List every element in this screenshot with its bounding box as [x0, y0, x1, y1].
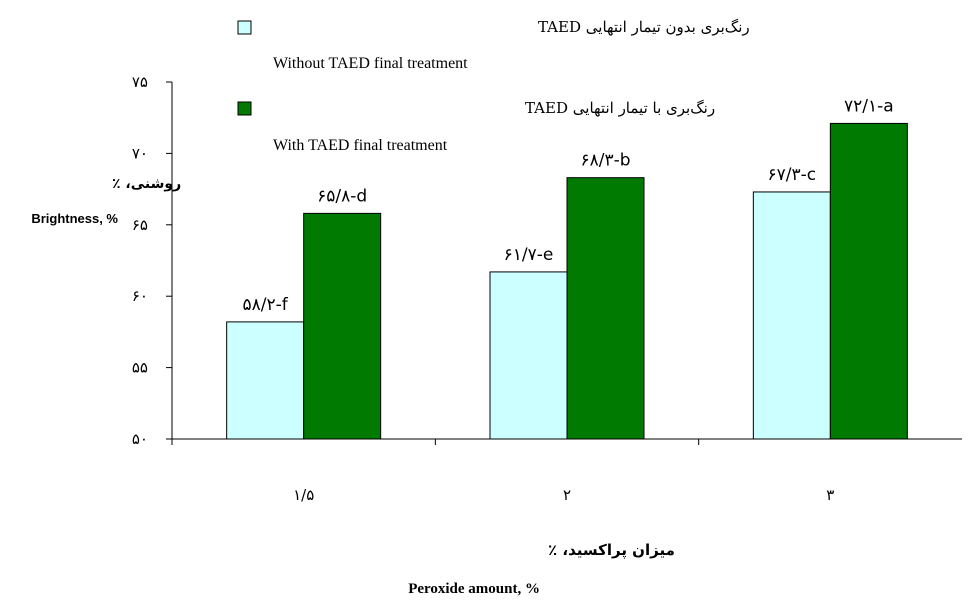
y-axis-title-en: Brightness, % — [31, 211, 118, 226]
y-tick-label: ۶۰ — [132, 287, 148, 305]
x-ticks — [171, 439, 700, 445]
bar-value-label: ۷۲/۱-a — [844, 96, 894, 116]
y-ticks: ۵۰ ۵۵ ۶۰ ۶۵ ۷۰ ۷۵ — [132, 73, 172, 448]
bars — [226, 122, 908, 440]
bar-value-label: ۶۵/۸-d — [317, 186, 367, 206]
bar-without-2 — [752, 191, 831, 440]
bar-value-label: ۶۱/۷-e — [504, 245, 554, 265]
x-category-label: ۱/۵ — [293, 486, 314, 504]
y-axis-title-fa: روشنی، ٪ — [112, 176, 181, 192]
legend: رنگ‌بری بدون تیمار انتهایی TAED Without … — [237, 18, 750, 154]
legend-label-with-fa: رنگ‌بری با تیمار انتهایی TAED — [525, 99, 715, 117]
legend-swatch-with — [237, 101, 252, 116]
x-category-label: ۲ — [563, 486, 571, 504]
y-tick-label: ۷۰ — [132, 144, 148, 162]
y-tick-label: ۶۵ — [132, 216, 148, 234]
bar-value-label: ۵۸/۲-f — [243, 295, 289, 315]
bar-labels: ۵۸/۲-f ۶۵/۸-d ۶۱/۷-e ۶۸/۳-b ۶۷/۳-c ۷۲/۱-a — [243, 96, 894, 314]
legend-label-without-en: Without TAED final treatment — [273, 55, 468, 72]
bar-with-2 — [829, 122, 908, 440]
bar-with-0 — [303, 212, 382, 440]
y-tick-label: ۷۵ — [132, 73, 148, 91]
y-tick-label: ۵۵ — [132, 359, 148, 377]
bar-value-label: ۶۷/۳-c — [768, 165, 817, 185]
x-category-labels: ۱/۵ ۲ ۳ — [293, 486, 834, 504]
bar-with-1 — [566, 177, 645, 440]
x-axis-title-fa: میزان پراکسید، ٪ — [548, 541, 675, 560]
legend-swatch-without — [237, 20, 252, 35]
bar-without-0 — [226, 321, 305, 440]
legend-label-with-en: With TAED final treatment — [273, 137, 448, 154]
y-tick-label: ۵۰ — [132, 430, 148, 448]
x-axis-title-en: Peroxide amount, % — [408, 581, 540, 597]
bar-without-1 — [489, 271, 568, 440]
legend-label-without-fa: رنگ‌بری بدون تیمار انتهایی TAED — [538, 18, 750, 36]
bar-value-label: ۶۸/۳-b — [580, 151, 630, 171]
x-category-label: ۳ — [826, 486, 834, 504]
